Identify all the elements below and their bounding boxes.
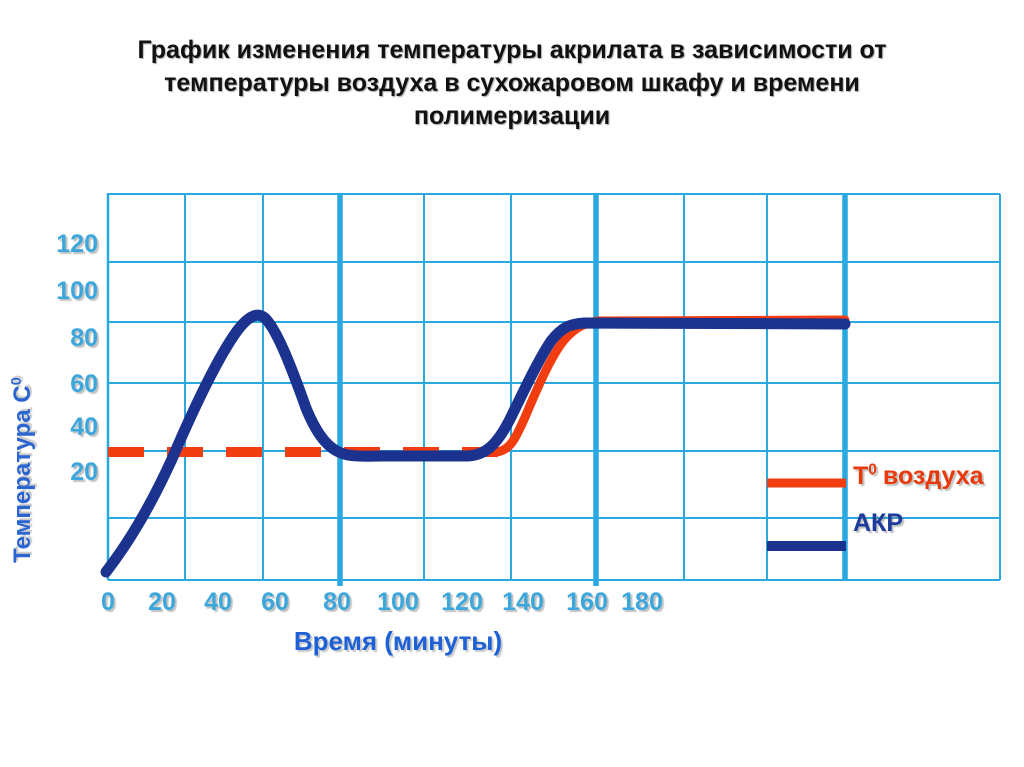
y-tick-60: 60 bbox=[70, 370, 98, 398]
x-tick-160: 160 bbox=[566, 588, 608, 616]
y-axis-title-text: Температура С bbox=[9, 385, 36, 563]
legend-air-prefix: Т bbox=[853, 462, 869, 490]
legend-item-air-label: Т0 воздуха bbox=[853, 462, 984, 491]
legend-air-rest: воздуха bbox=[882, 462, 984, 490]
legend-acr-text: АКР bbox=[853, 509, 903, 537]
grid-lines bbox=[106, 193, 1001, 581]
x-tick-140: 140 bbox=[502, 588, 544, 616]
y-tick-100: 100 bbox=[56, 277, 98, 305]
page-title: График изменения температуры акрилата в … bbox=[0, 34, 1024, 133]
page-title-line-1: График изменения температуры акрилата в … bbox=[137, 36, 887, 64]
y-tick-20: 20 bbox=[70, 458, 98, 486]
x-tick-40: 40 bbox=[204, 588, 232, 616]
x-tick-0: 0 bbox=[101, 588, 115, 616]
y-tick-80: 80 bbox=[70, 324, 98, 352]
page-title-line-3: полимеризации bbox=[413, 102, 611, 130]
x-tick-180: 180 bbox=[621, 588, 663, 616]
y-axis-title-superscript: 0 bbox=[9, 377, 25, 386]
y-tick-40: 40 bbox=[70, 413, 98, 441]
page-title-line-2: температуры воздуха в сухожаровом шкафу … bbox=[164, 69, 860, 97]
x-tick-120: 120 bbox=[441, 588, 483, 616]
x-tick-20: 20 bbox=[148, 588, 176, 616]
series-acr-line bbox=[100, 309, 851, 578]
x-tick-100: 100 bbox=[377, 588, 419, 616]
x-axis-title-text: Время (минуты) bbox=[293, 626, 503, 656]
series-acr-curve bbox=[100, 309, 851, 578]
y-axis-title: Температура С0 bbox=[9, 360, 39, 580]
grid-lines-thick bbox=[337, 193, 848, 586]
x-tick-80: 80 bbox=[323, 588, 351, 616]
x-axis-title: Время (минуты) bbox=[293, 626, 503, 657]
legend-air-superscript: 0 bbox=[868, 461, 877, 479]
legend-item-acr-label: АКР bbox=[853, 509, 903, 538]
x-tick-60: 60 bbox=[261, 588, 289, 616]
y-tick-120: 120 bbox=[56, 230, 98, 258]
